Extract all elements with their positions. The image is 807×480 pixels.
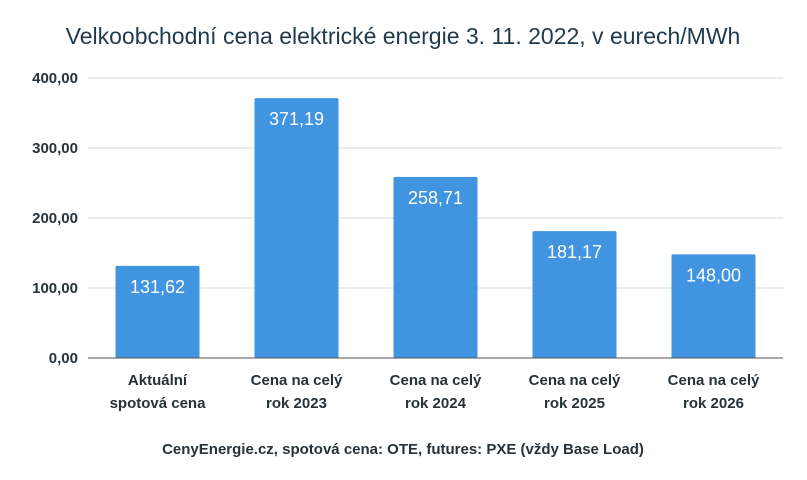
y-tick-label: 300,00 (32, 140, 78, 157)
x-category-label: rok 2026 (683, 395, 744, 412)
x-category-label: Aktuální (128, 372, 188, 389)
x-category-label: rok 2025 (544, 395, 605, 412)
bar-value-label: 148,00 (686, 265, 741, 285)
x-category-label: Cena na celý (529, 372, 621, 389)
bar (393, 176, 478, 358)
x-category-label: Cena na celý (668, 372, 760, 389)
x-category-label: spotová cena (110, 395, 207, 412)
x-category-label: Cena na celý (390, 372, 482, 389)
bar-value-label: 131,62 (130, 277, 185, 297)
bar-value-label: 371,19 (269, 109, 324, 129)
bar (532, 231, 617, 358)
bar (254, 98, 339, 359)
y-axis-tick-labels: 0,00 100,00 200,00 300,00 400,00 (32, 70, 78, 367)
x-category-label: rok 2024 (405, 395, 467, 412)
x-axis-category-labels: Aktuální spotová cena Cena na celý rok 2023… (110, 372, 760, 412)
bar (115, 265, 200, 358)
bars: 131,62 371,19 258,71 181,17 148,00 (115, 98, 756, 359)
y-tick-label: 400,00 (32, 70, 78, 87)
x-category-label: Cena na celý (251, 372, 343, 389)
y-tick-label: 200,00 (32, 210, 78, 227)
bar (671, 254, 756, 358)
chart-title: Velkoobchodní cena elektrické energie 3.… (66, 23, 741, 49)
bar-value-label: 258,71 (408, 188, 463, 208)
bar-value-label: 181,17 (547, 242, 602, 262)
y-tick-label: 0,00 (49, 350, 78, 367)
x-category-label: rok 2023 (266, 395, 327, 412)
source-note: CenyEnergie.cz, spotová cena: OTE, futur… (162, 441, 644, 458)
y-tick-label: 100,00 (32, 280, 78, 297)
